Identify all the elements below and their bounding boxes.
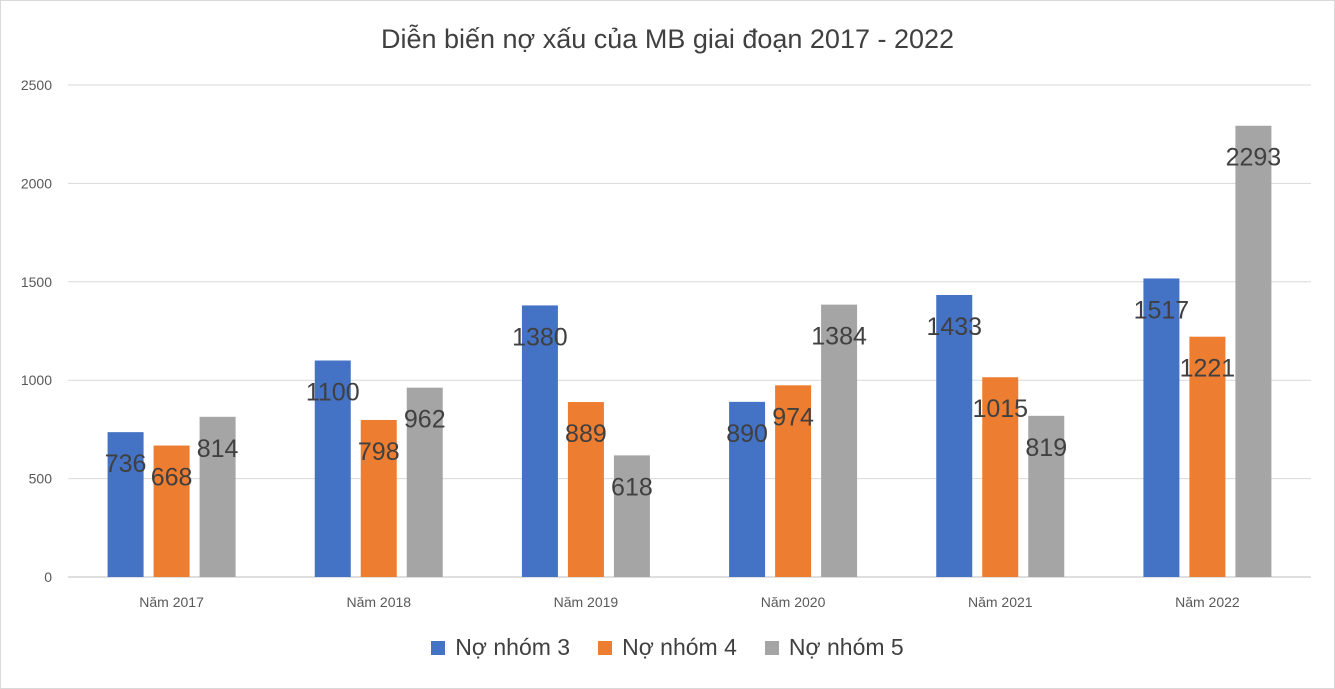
- data-label: 1433: [926, 313, 982, 341]
- x-tick-label: Năm 2018: [346, 594, 411, 610]
- bar: [775, 385, 812, 577]
- data-label: 974: [772, 403, 814, 431]
- y-tick-label: 500: [29, 471, 53, 487]
- y-tick-label: 1000: [21, 372, 52, 388]
- chart-legend: Nợ nhóm 3 Nợ nhóm 4 Nợ nhóm 5: [0, 634, 1335, 661]
- bar: [936, 294, 973, 577]
- bar: [107, 432, 144, 577]
- data-label: 736: [105, 450, 147, 478]
- y-tick-label: 2000: [21, 175, 52, 191]
- bar: [613, 455, 650, 577]
- legend-item-series-3: Nợ nhóm 5: [764, 634, 904, 661]
- data-label: 1517: [1134, 296, 1190, 324]
- data-label: 1384: [811, 323, 867, 351]
- bar: [1189, 336, 1226, 577]
- bar: [1143, 278, 1180, 577]
- bar: [360, 419, 397, 577]
- legend-label-series-3: Nợ nhóm 5: [788, 634, 904, 660]
- legend-swatch-series-1: [431, 640, 446, 655]
- legend-label-series-2: Nợ nhóm 4: [622, 634, 737, 660]
- data-label: 814: [197, 435, 239, 463]
- y-tick-label: 0: [44, 569, 52, 585]
- y-tick-label: 1500: [21, 274, 52, 290]
- legend-swatch-series-3: [764, 640, 779, 655]
- data-label: 819: [1025, 434, 1067, 462]
- x-tick-label: Năm 2022: [1175, 594, 1240, 610]
- x-tick-label: Năm 2017: [139, 594, 204, 610]
- data-label: 962: [404, 406, 446, 434]
- y-tick-label: 2500: [21, 77, 52, 93]
- data-label: 798: [358, 438, 400, 466]
- data-label: 889: [565, 420, 607, 448]
- bar: [729, 401, 766, 577]
- bar: [199, 416, 236, 577]
- data-label: 1380: [512, 323, 568, 351]
- bar: [314, 360, 351, 577]
- bar: [1235, 125, 1272, 577]
- data-label: 618: [611, 473, 653, 501]
- bar: [982, 377, 1019, 577]
- x-tick-label: Năm 2020: [761, 594, 826, 610]
- legend-item-series-1: Nợ nhóm 3: [431, 634, 570, 661]
- chart-title: Diễn biến nợ xấu của MB giai đoạn 2017 -…: [380, 24, 955, 54]
- legend-label-series-1: Nợ nhóm 3: [455, 634, 571, 660]
- bar: [153, 445, 190, 577]
- legend-swatch-series-2: [598, 640, 613, 655]
- legend-item-series-2: Nợ nhóm 4: [598, 634, 737, 661]
- data-label: 1100: [306, 379, 360, 407]
- data-label: 890: [726, 420, 768, 448]
- bar: [1028, 415, 1065, 577]
- bar: [406, 387, 443, 577]
- bar: [521, 305, 558, 577]
- bar: [821, 304, 858, 577]
- data-label: 1221: [1180, 355, 1236, 383]
- data-label: 2293: [1226, 144, 1282, 172]
- x-tick-label: Năm 2019: [554, 594, 619, 610]
- bar: [567, 402, 604, 577]
- x-tick-label: Năm 2021: [968, 594, 1033, 610]
- data-label: 668: [151, 464, 193, 492]
- data-label: 1015: [972, 395, 1028, 423]
